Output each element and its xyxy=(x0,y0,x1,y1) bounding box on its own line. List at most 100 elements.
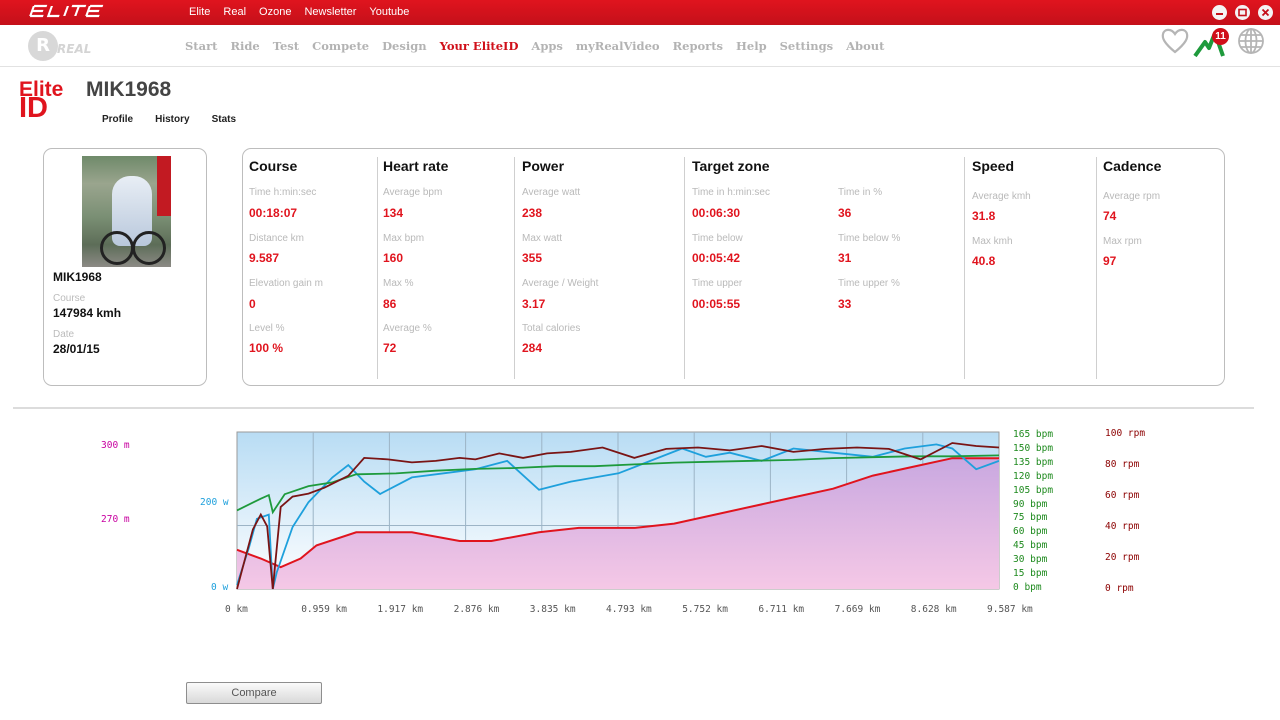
x-tick-label: 6.711 km xyxy=(758,604,805,615)
nav-compete[interactable]: Compete xyxy=(312,39,370,53)
profile-date-value: 28/01/15 xyxy=(53,342,100,356)
tz-time-upper-label: Time upper xyxy=(692,278,743,289)
nav-ride[interactable]: Ride xyxy=(230,39,260,53)
hr-max-value: 160 xyxy=(383,251,404,265)
elite-logo[interactable] xyxy=(28,3,110,23)
favorites-button[interactable] xyxy=(1160,25,1190,57)
cadence-section: Cadence Average rpm 74 Max rpm 97 xyxy=(1097,149,1225,379)
heart-rate-line xyxy=(236,454,1000,515)
profile-card: MIK1968 Course 147984 kmh Date 28/01/15 xyxy=(43,148,207,386)
minimize-button[interactable] xyxy=(1212,5,1227,20)
nav-help[interactable]: Help xyxy=(736,39,767,53)
power-calories-value: 284 xyxy=(522,341,543,355)
power-title: Power xyxy=(522,158,565,174)
top-menu: Elite Real Ozone Newsletter Youtube xyxy=(189,6,409,18)
tab-profile[interactable]: Profile xyxy=(102,114,134,125)
elite-id-line2: ID xyxy=(19,92,48,124)
x-tick-label: 4.793 km xyxy=(606,604,652,615)
power-average-value: 238 xyxy=(522,206,543,220)
photo-wheel-rear xyxy=(132,231,166,265)
photo-banner xyxy=(157,156,171,216)
nav-your-eliteid[interactable]: Your EliteID xyxy=(439,39,519,53)
top-menu-real[interactable]: Real xyxy=(223,6,247,18)
course-title: Course xyxy=(249,158,298,174)
x-tick-label: 7.669 km xyxy=(834,604,881,615)
top-menu-youtube[interactable]: Youtube xyxy=(369,6,410,18)
column-divider xyxy=(964,157,965,379)
hr-tick-label: 150 bpm xyxy=(1013,442,1054,454)
nav-apps[interactable]: Apps xyxy=(531,39,563,53)
hr-tick-label: 75 bpm xyxy=(1013,512,1048,524)
elite-id-line1: Elite xyxy=(19,78,64,101)
x-tick-label: 0 km xyxy=(225,604,248,615)
target-zone-section: Target zone Time in h:min:sec 00:06:30 T… xyxy=(686,149,964,379)
tz-time-below-label: Time below xyxy=(692,233,743,244)
nav-design[interactable]: Design xyxy=(382,39,427,53)
minimize-icon xyxy=(1216,13,1223,15)
compare-button[interactable]: Compare xyxy=(186,682,322,704)
page-title: MIK1968 xyxy=(86,78,172,101)
elite-id-logo: Elite ID xyxy=(19,78,64,124)
hr-tick-label: 120 bpm xyxy=(1013,470,1054,482)
tab-stats[interactable]: Stats xyxy=(211,114,237,125)
power-weight-value: 3.17 xyxy=(522,297,546,311)
hr-avg-pct-value: 72 xyxy=(383,341,397,355)
course-level-value: 100 % xyxy=(249,341,284,355)
top-menu-elite[interactable]: Elite xyxy=(189,6,211,18)
course-time-label: Time h:min:sec xyxy=(249,187,317,198)
top-menu-ozone[interactable]: Ozone xyxy=(259,6,292,18)
hr-average-value: 134 xyxy=(383,206,404,220)
tab-history[interactable]: History xyxy=(155,114,190,125)
power-average-label: Average watt xyxy=(522,187,581,198)
cadence-tick-label: 20 rpm xyxy=(1105,552,1140,563)
course-elevation-value: 0 xyxy=(249,297,256,311)
nav-start[interactable]: Start xyxy=(185,39,218,53)
power-tick-label: 200 w xyxy=(200,497,229,508)
x-tick-label: 3.835 km xyxy=(529,604,576,615)
notifications-button[interactable]: 11 xyxy=(1193,25,1229,58)
elite-logo-mark xyxy=(29,4,104,18)
nav-about[interactable]: About xyxy=(846,39,885,53)
target-zone-title: Target zone xyxy=(692,158,770,174)
x-tick-label: 5.752 km xyxy=(682,604,728,615)
ride-chart: 300 m 270 m 200 w 0 w 165 bpm 150 bpm 135 … xyxy=(0,410,1280,620)
section-divider xyxy=(13,407,1254,409)
rider-photo[interactable] xyxy=(82,156,171,267)
nav-test[interactable]: Test xyxy=(272,39,300,53)
x-tick-label: 2.876 km xyxy=(453,604,500,615)
nav-myrealvideo[interactable]: myRealVideo xyxy=(575,39,660,53)
speed-average-value: 31.8 xyxy=(972,209,996,223)
tz-time-upper-value: 00:05:55 xyxy=(692,297,741,311)
heart-rate-title: Heart rate xyxy=(383,158,449,174)
hr-max-label: Max bpm xyxy=(383,233,425,244)
profile-course-label: Course xyxy=(53,293,86,304)
x-tick-label: 9.587 km xyxy=(987,604,1033,615)
course-elevation-label: Elevation gain m xyxy=(249,278,323,289)
column-divider xyxy=(684,157,685,379)
top-menu-newsletter[interactable]: Newsletter xyxy=(304,6,357,18)
cadence-line xyxy=(236,442,1000,590)
hr-tick-label: 0 bpm xyxy=(1013,581,1042,593)
tz-time-upper-pct-value: 33 xyxy=(838,297,852,311)
nav-settings[interactable]: Settings xyxy=(779,39,834,53)
profile-date-label: Date xyxy=(53,329,75,340)
real-logo[interactable]: R xyxy=(28,31,58,61)
speed-title: Speed xyxy=(972,158,1015,174)
tz-time-in-pct-value: 36 xyxy=(838,206,852,220)
power-line xyxy=(236,443,1000,590)
power-calories-label: Total calories xyxy=(522,323,581,334)
course-distance-label: Distance km xyxy=(249,233,305,244)
altitude-area xyxy=(237,458,999,589)
hr-tick-label: 135 bpm xyxy=(1013,456,1054,468)
course-section: Course Time h:min:sec 00:18:07 Distance … xyxy=(243,149,377,379)
hr-tick-label: 45 bpm xyxy=(1013,540,1048,552)
restore-button[interactable] xyxy=(1235,5,1250,20)
close-button[interactable] xyxy=(1258,5,1273,20)
language-button[interactable] xyxy=(1236,25,1266,57)
hr-tick-label: 15 bpm xyxy=(1013,568,1048,579)
speed-average-label: Average kmh xyxy=(972,191,1031,202)
nav-reports[interactable]: Reports xyxy=(672,39,724,53)
hr-tick-label: 60 bpm xyxy=(1013,526,1048,538)
power-section: Power Average watt 238 Max watt 355 Aver… xyxy=(516,149,686,379)
speed-max-label: Max kmh xyxy=(972,236,1013,247)
